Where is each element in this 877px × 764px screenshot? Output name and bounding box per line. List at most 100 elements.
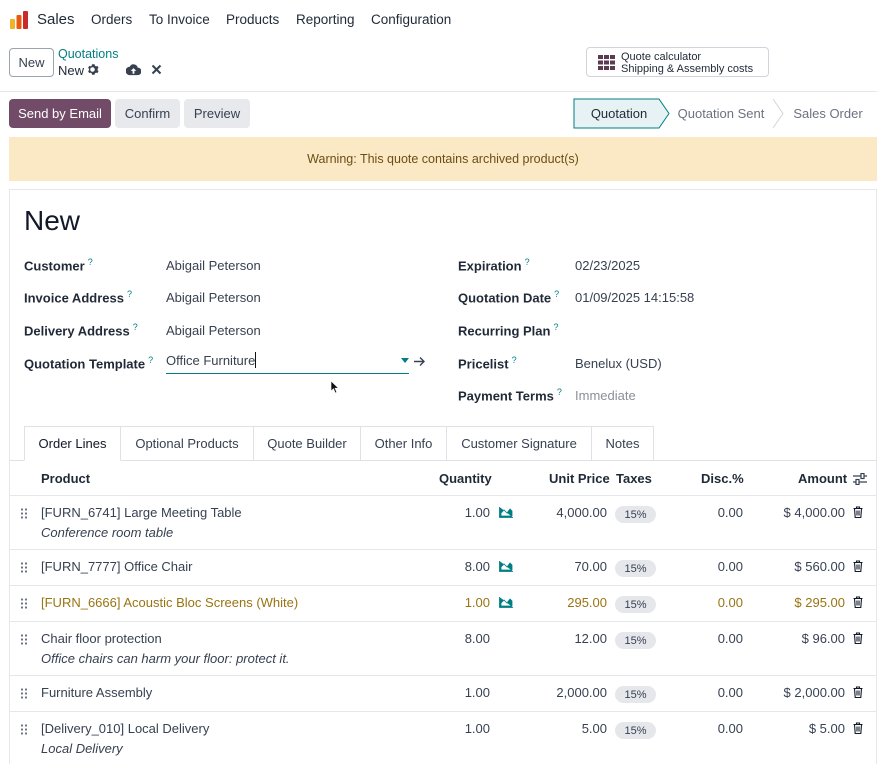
column-quantity[interactable]: Quantity [439,471,492,486]
cloud-upload-icon[interactable] [126,63,141,76]
trash-icon[interactable] [853,560,863,572]
product-description[interactable]: Conference room table [41,525,174,540]
trash-icon[interactable] [853,632,863,644]
customer-field[interactable]: Abigail Peterson [166,258,261,273]
trash-icon[interactable] [853,722,863,734]
discount-cell[interactable]: 0.00 [717,631,743,646]
product-name[interactable]: [FURN_6666] Acoustic Bloc Screens (White… [41,595,299,610]
payment-terms-label: Payment Terms? [458,387,562,404]
column-disc[interactable]: Disc.% [701,471,744,486]
column-product[interactable]: Product [41,471,91,486]
product-description[interactable]: Local Delivery [41,741,123,756]
tab-optional-products[interactable]: Optional Products [121,426,254,461]
stage-quotation-sent[interactable]: Quotation Sent [677,106,765,121]
drag-handle-icon[interactable] [21,724,27,735]
tax-badge[interactable]: 15% [615,596,656,613]
column-amount[interactable]: Amount [798,471,848,486]
quantity-cell[interactable]: 1.00 [464,505,490,520]
tab-notes[interactable]: Notes [592,426,654,461]
unit-price-cell[interactable]: 2,000.00 [556,685,607,700]
tax-badge[interactable]: 15% [615,632,656,649]
quantity-cell[interactable]: 1.00 [464,721,490,736]
help-icon: ? [126,289,132,299]
quantity-cell[interactable]: 1.00 [464,595,490,610]
product-name[interactable]: Chair floor protection [41,631,162,646]
discount-cell[interactable]: 0.00 [717,685,743,700]
discount-cell[interactable]: 0.00 [717,721,743,736]
tab-other-info[interactable]: Other Info [361,426,447,461]
expiration-label: Expiration? [458,257,530,274]
nav-to-invoice[interactable]: To Invoice [149,12,210,27]
forecast-chart-icon[interactable] [499,507,513,518]
gear-icon[interactable] [86,63,99,76]
stage-quotation[interactable]: Quotation [590,106,648,121]
column-taxes[interactable]: Taxes [616,471,652,486]
tax-badge[interactable]: 15% [615,506,656,523]
unit-price-cell[interactable]: 295.00 [567,595,607,610]
tax-badge[interactable]: 15% [615,722,656,739]
close-icon[interactable] [151,63,162,76]
drag-handle-icon[interactable] [21,688,27,699]
nav-reporting[interactable]: Reporting [296,12,355,27]
nav-orders[interactable]: Orders [91,12,133,27]
drag-handle-icon[interactable] [21,562,27,573]
breadcrumb-quotations[interactable]: Quotations [58,47,119,61]
tax-badge[interactable]: 15% [615,560,656,577]
quantity-cell[interactable]: 8.00 [464,631,490,646]
nav-configuration[interactable]: Configuration [371,12,452,27]
quotation-template-value: Office Furniture [166,353,256,368]
stage-sales-order[interactable]: Sales Order [793,106,863,121]
trash-icon[interactable] [853,506,863,518]
trash-icon[interactable] [853,596,863,608]
send-by-email-button[interactable]: Send by Email [9,99,111,128]
confirm-button[interactable]: Confirm [115,99,180,128]
quotation-date-field[interactable]: 01/09/2025 14:15:58 [575,290,695,305]
tab-order-lines[interactable]: Order Lines [24,426,121,461]
trash-icon[interactable] [853,686,863,698]
expiration-field[interactable]: 02/23/2025 [575,258,641,273]
product-description[interactable]: Office chairs can harm your floor: prote… [41,651,290,666]
help-icon: ? [511,355,517,365]
unit-price-cell[interactable]: 5.00 [581,721,607,736]
tab-customer-signature[interactable]: Customer Signature [447,426,592,461]
help-icon: ? [524,257,530,267]
quantity-cell[interactable]: 8.00 [464,559,490,574]
drag-handle-icon[interactable] [21,508,27,519]
invoice-address-field[interactable]: Abigail Peterson [166,290,261,305]
delivery-address-field[interactable]: Abigail Peterson [166,323,261,338]
column-settings-icon[interactable] [853,473,867,485]
preview-button[interactable]: Preview [184,99,250,128]
discount-cell[interactable]: 0.00 [717,595,743,610]
product-name[interactable]: [FURN_6741] Large Meeting Table [41,505,242,520]
app-name[interactable]: Sales [37,11,75,28]
amount-cell: $ 560.00 [794,559,845,574]
tab-quote-builder[interactable]: Quote Builder [254,426,361,461]
text-caret [255,352,256,368]
nav-products[interactable]: Products [226,12,280,27]
tax-badge[interactable]: 15% [615,686,656,703]
top-navbar: Sales Orders To Invoice Products Reporti… [0,0,877,40]
column-unit-price[interactable]: Unit Price [549,471,610,486]
product-name[interactable]: [FURN_7777] Office Chair [41,559,193,574]
forecast-chart-icon[interactable] [499,597,513,608]
arrow-right-icon[interactable] [414,356,426,367]
unit-price-cell[interactable]: 70.00 [574,559,607,574]
unit-price-cell[interactable]: 12.00 [574,631,607,646]
quotation-template-input[interactable]: Office Furniture [166,351,409,374]
new-button[interactable]: New [9,48,54,77]
discount-cell[interactable]: 0.00 [717,559,743,574]
quantity-cell[interactable]: 1.00 [464,685,490,700]
quote-calculator-button[interactable]: Quote calculator Shipping & Assembly cos… [586,47,769,77]
drag-handle-icon[interactable] [21,634,27,645]
payment-terms-field[interactable]: Immediate [575,388,636,403]
forecast-chart-icon[interactable] [499,561,513,572]
product-name[interactable]: Furniture Assembly [41,685,153,700]
unit-price-cell[interactable]: 4,000.00 [556,505,607,520]
product-name[interactable]: [Delivery_010] Local Delivery [41,721,210,736]
sales-logo-icon[interactable] [9,10,29,30]
row-divider [10,549,877,550]
pricelist-field[interactable]: Benelux (USD) [575,356,662,371]
discount-cell[interactable]: 0.00 [717,505,743,520]
drag-handle-icon[interactable] [21,598,27,609]
chevron-down-icon[interactable] [401,358,409,364]
